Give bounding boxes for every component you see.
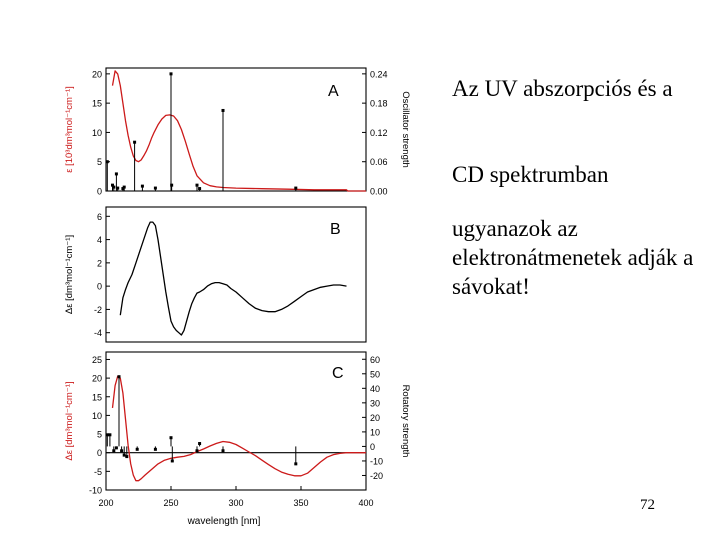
- transition-stick-marker: [114, 446, 118, 450]
- transition-stick-marker: [120, 449, 124, 453]
- x-tick-label: 200: [98, 498, 113, 508]
- panel-c-calculated-cd: C Δε [dm³mol⁻¹cm⁻¹] Rotatory strength -1…: [64, 351, 411, 527]
- y-tick-label: 10: [92, 411, 102, 421]
- transition-stick-marker: [112, 185, 116, 189]
- panel-b-frame: [105, 206, 367, 343]
- page-number: 72: [640, 497, 655, 513]
- y2-tick-label: 0: [370, 442, 375, 452]
- transition-stick-marker: [294, 462, 298, 466]
- y2-tick-label: -20: [370, 471, 383, 481]
- transition-stick-marker: [198, 442, 202, 446]
- y-tick-label: 2: [97, 258, 102, 268]
- x-tick-label: 350: [293, 498, 308, 508]
- y-tick-label: 0: [97, 282, 102, 292]
- y-tick-label: 6: [97, 212, 102, 222]
- y2-tick-label: 60: [370, 355, 380, 365]
- spectrum-line: [111, 70, 366, 192]
- y-tick-label: 5: [97, 157, 102, 167]
- transition-stick-marker: [114, 172, 118, 176]
- y2-tick-label: 0.06: [370, 157, 388, 167]
- transition-stick-marker: [170, 459, 174, 463]
- transition-stick-marker: [198, 187, 202, 191]
- transition-stick-marker: [135, 447, 139, 451]
- y2-tick-label: 20: [370, 413, 380, 423]
- transition-stick-marker: [122, 453, 126, 457]
- transition-stick-marker: [108, 433, 112, 437]
- panel-c-label: C: [332, 365, 344, 382]
- transition-stick-marker: [140, 184, 144, 188]
- y-tick-label: -5: [94, 467, 102, 477]
- y2-tick-label: 0.18: [370, 99, 388, 109]
- bullet-text-3: ugyanazok az elektronátmenetek adják a s…: [452, 216, 694, 299]
- transition-stick-marker: [169, 436, 173, 440]
- panel-b-cd-spectrum: B Δε [dm³mol⁻¹cm⁻¹] -4 -2 0 2 4 6: [64, 206, 367, 343]
- transition-stick-marker: [221, 449, 225, 453]
- panel-a-frame: [105, 67, 367, 192]
- y2-tick-label: 0.00: [370, 187, 388, 197]
- transition-stick-marker: [195, 449, 199, 453]
- y-tick-label: -2: [94, 305, 102, 315]
- transition-stick-marker: [169, 72, 173, 76]
- y-tick-label: 20: [92, 374, 102, 384]
- transition-stick-marker: [105, 433, 109, 437]
- y2-tick-label: 50: [370, 369, 380, 379]
- y2-tick-label: 40: [370, 384, 380, 394]
- transition-stick-marker: [122, 185, 126, 189]
- y2-tick-label: -10: [370, 456, 383, 466]
- y2-tick-label: 30: [370, 398, 380, 408]
- y2-tick-label: 0.24: [370, 69, 388, 79]
- panel-a-uv-absorption: A ε [10³dm³mol⁻¹cm⁻¹] Oscillator strengt…: [64, 67, 411, 197]
- y-tick-label: -4: [94, 328, 102, 338]
- y-tick-label: 0: [97, 187, 102, 197]
- panel-a-label: A: [328, 83, 339, 100]
- x-tick-label: 300: [228, 498, 243, 508]
- y-tick-label: 20: [92, 69, 102, 79]
- transition-stick-marker: [294, 186, 298, 190]
- transition-stick-marker: [116, 186, 120, 190]
- transition-stick-marker: [153, 186, 157, 190]
- y-tick-label: 4: [97, 235, 102, 245]
- bullet-text-1: Az UV abszorpciós és a: [452, 76, 673, 101]
- panel-a-y2-axis-label: Oscillator strength: [400, 91, 411, 168]
- y-tick-label: 10: [92, 128, 102, 138]
- y-tick-label: 5: [97, 430, 102, 440]
- transition-stick-marker: [111, 183, 114, 187]
- panel-b-label: B: [330, 221, 341, 238]
- panel-c-frame: [105, 351, 367, 491]
- y2-tick-label: 10: [370, 427, 380, 437]
- transition-stick-marker: [153, 447, 157, 451]
- transition-stick-marker: [125, 455, 129, 459]
- y2-tick-label: 0.12: [370, 128, 388, 138]
- transition-stick-marker: [133, 140, 137, 144]
- y-tick-label: 15: [92, 99, 102, 109]
- x-axis-label: wavelength [nm]: [187, 516, 261, 527]
- y-tick-label: -10: [89, 486, 102, 496]
- x-tick-label: 400: [358, 498, 373, 508]
- y-tick-label: 25: [92, 355, 102, 365]
- transition-stick-marker: [117, 375, 121, 379]
- spectrum-line: [111, 375, 366, 482]
- transition-stick-marker: [195, 183, 199, 187]
- panel-b-y-axis-label: Δε [dm³mol⁻¹cm⁻¹]: [64, 235, 75, 314]
- x-tick-label: 250: [163, 498, 178, 508]
- transition-stick-marker: [170, 183, 174, 187]
- panel-c-y-axis-label: Δε [dm³mol⁻¹cm⁻¹]: [64, 381, 75, 460]
- bullet-text-2: CD spektrumban: [452, 162, 609, 187]
- transition-stick-marker: [112, 449, 116, 453]
- transition-stick-marker: [105, 160, 109, 164]
- y-tick-label: 0: [97, 448, 102, 458]
- spectrum-line: [119, 221, 347, 336]
- transition-stick-marker: [221, 108, 225, 112]
- y-tick-label: 15: [92, 392, 102, 402]
- panel-a-y-axis-label: ε [10³dm³mol⁻¹cm⁻¹]: [64, 86, 75, 173]
- panel-c-y2-axis-label: Rotatory strength: [400, 385, 411, 458]
